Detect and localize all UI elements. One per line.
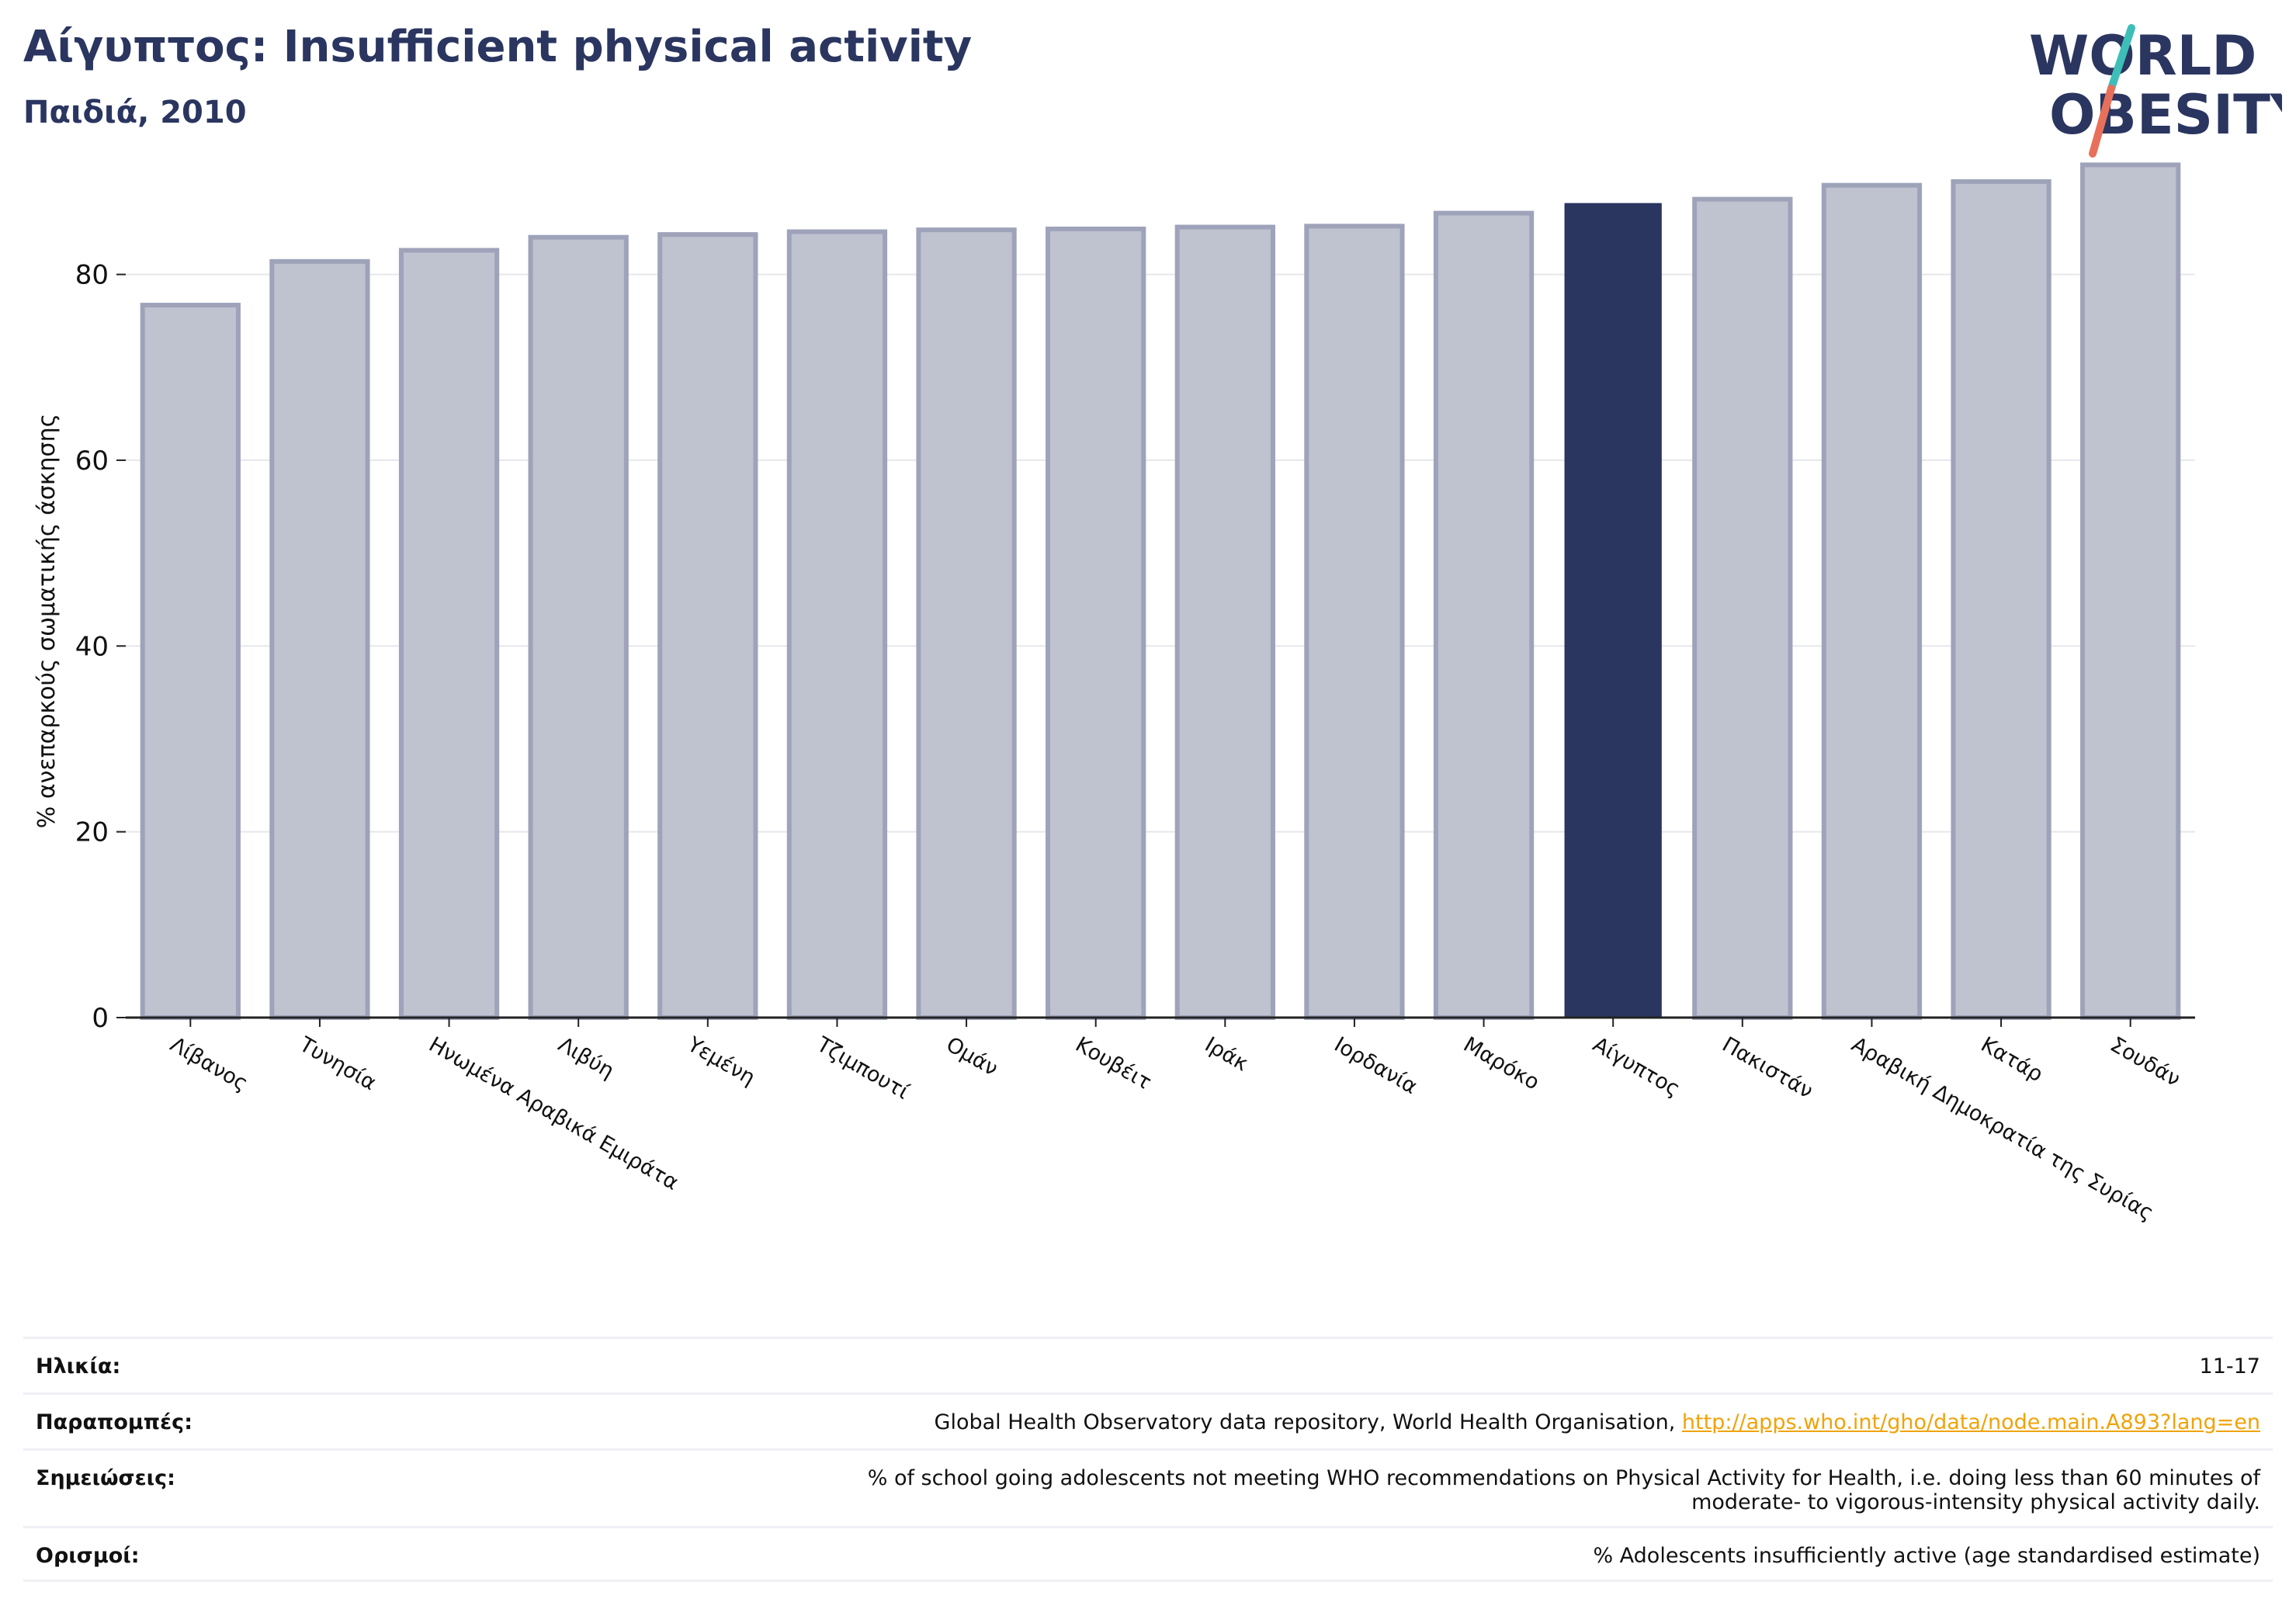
y-tick-label: 40 <box>75 631 109 662</box>
bar-13[interactable] <box>1692 196 1793 1020</box>
x-tick-label: Πακιστάν <box>1718 1032 1817 1104</box>
y-tick-label: 60 <box>75 446 109 477</box>
bar-chart: 0 20 40 60 80 Λίβανος Τυνησία Ηνωμένα Αραβικά … <box>33 162 2195 1226</box>
x-tick-label: Ομάν <box>942 1032 1002 1081</box>
y-tick-label: 80 <box>75 260 109 291</box>
metadata-table: Ηλικία: 11-17 Παραπομπές: Global Health … <box>23 1337 2273 1582</box>
x-tick-label: Αίγυπτος <box>1589 1032 1684 1101</box>
x-tick-label: Μαρόκο <box>1459 1032 1543 1094</box>
logo-word-world: WORLD <box>2029 24 2256 88</box>
x-tick-label: Λίβανος <box>166 1032 252 1096</box>
references-text: Global Health Observatory data repositor… <box>934 1410 1682 1434</box>
bar-11[interactable] <box>1433 210 1535 1021</box>
bar-6[interactable] <box>786 229 888 1020</box>
bar-4[interactable] <box>528 234 629 1021</box>
chart-subtitle: Παιδιά, 2010 <box>23 95 247 130</box>
definitions-label: Ορισμοί: <box>36 1544 140 1568</box>
bar-16[interactable] <box>2080 162 2181 1020</box>
meta-row-age: Ηλικία: 11-17 <box>23 1337 2273 1392</box>
x-tick-label: Ιορδανία <box>1330 1032 1421 1099</box>
bar-1[interactable] <box>140 303 241 1020</box>
age-value: 11-17 <box>2199 1354 2260 1379</box>
notes-label: Σημειώσεις: <box>36 1466 175 1490</box>
x-tick-label: Λιβύη <box>554 1032 619 1084</box>
bar-10[interactable] <box>1304 224 1405 1020</box>
logo-slash-teal <box>2107 24 2135 92</box>
logo-word-obesity: OBESITY <box>2049 83 2282 147</box>
x-tick-label: Ηνωμένα Αραβικά Εμιράτα <box>425 1032 682 1195</box>
y-tick-label: 20 <box>75 817 109 848</box>
x-tick-label: Κουβέιτ <box>1071 1032 1155 1094</box>
bar-9[interactable] <box>1174 224 1275 1020</box>
bar-15[interactable] <box>1951 179 2051 1021</box>
bar-layer <box>140 162 2181 1021</box>
axis-layer: 0 20 40 60 80 <box>75 260 2195 1034</box>
x-tick-label: Ιράκ <box>1201 1032 1253 1076</box>
x-tick-label: Υεμένη <box>682 1032 759 1091</box>
meta-row-definitions: Ορισμοί: % Adolescents insufficiently ac… <box>23 1526 2273 1582</box>
meta-row-notes: Σημειώσεις: % of school going adolescent… <box>23 1448 2273 1526</box>
bar-7[interactable] <box>916 227 1017 1020</box>
age-label: Ηλικία: <box>36 1354 121 1379</box>
logo-slash-red <box>2089 85 2115 158</box>
definitions-value: % Adolescents insufficiently active (age… <box>1593 1544 2260 1568</box>
meta-row-references: Παραπομπές: Global Health Observatory da… <box>23 1392 2273 1448</box>
references-link[interactable]: http://apps.who.int/gho/data/node.main.A… <box>1681 1410 2260 1434</box>
y-tick-label: 0 <box>92 1003 109 1034</box>
x-tick-label: Κατάρ <box>1977 1032 2048 1087</box>
notes-line-2: moderate- to vigorous-intensity physical… <box>1691 1490 2260 1514</box>
references-value: Global Health Observatory data repositor… <box>935 1410 2260 1434</box>
bar-2[interactable] <box>269 258 370 1020</box>
bar-5[interactable] <box>657 232 758 1020</box>
references-label: Παραπομπές: <box>36 1410 192 1434</box>
bar-14[interactable] <box>1821 182 1923 1021</box>
x-tick-label: Σουδάν <box>2106 1032 2184 1091</box>
label-layer: Λίβανος Τυνησία Ηνωμένα Αραβικά ΕμιράταΛιβ… <box>166 1032 2184 1226</box>
y-axis-label: % ανεπαρκούς σωματικής άσκησης <box>33 414 61 828</box>
world-obesity-logo: WORLD OBESITY <box>2029 24 2282 158</box>
x-tick-label: Τζιμπουτί <box>812 1032 913 1105</box>
bar-12[interactable] <box>1564 203 1662 1018</box>
notes-value: % of school going adolescents not meetin… <box>868 1466 2260 1514</box>
x-tick-label: Τυνησία <box>295 1032 380 1096</box>
bar-3[interactable] <box>398 248 500 1020</box>
chart-title: Αίγυπτος: Insufficient physical activity <box>23 22 973 72</box>
bar-8[interactable] <box>1046 226 1146 1020</box>
notes-line-1: % of school going adolescents not meetin… <box>867 1466 2260 1490</box>
